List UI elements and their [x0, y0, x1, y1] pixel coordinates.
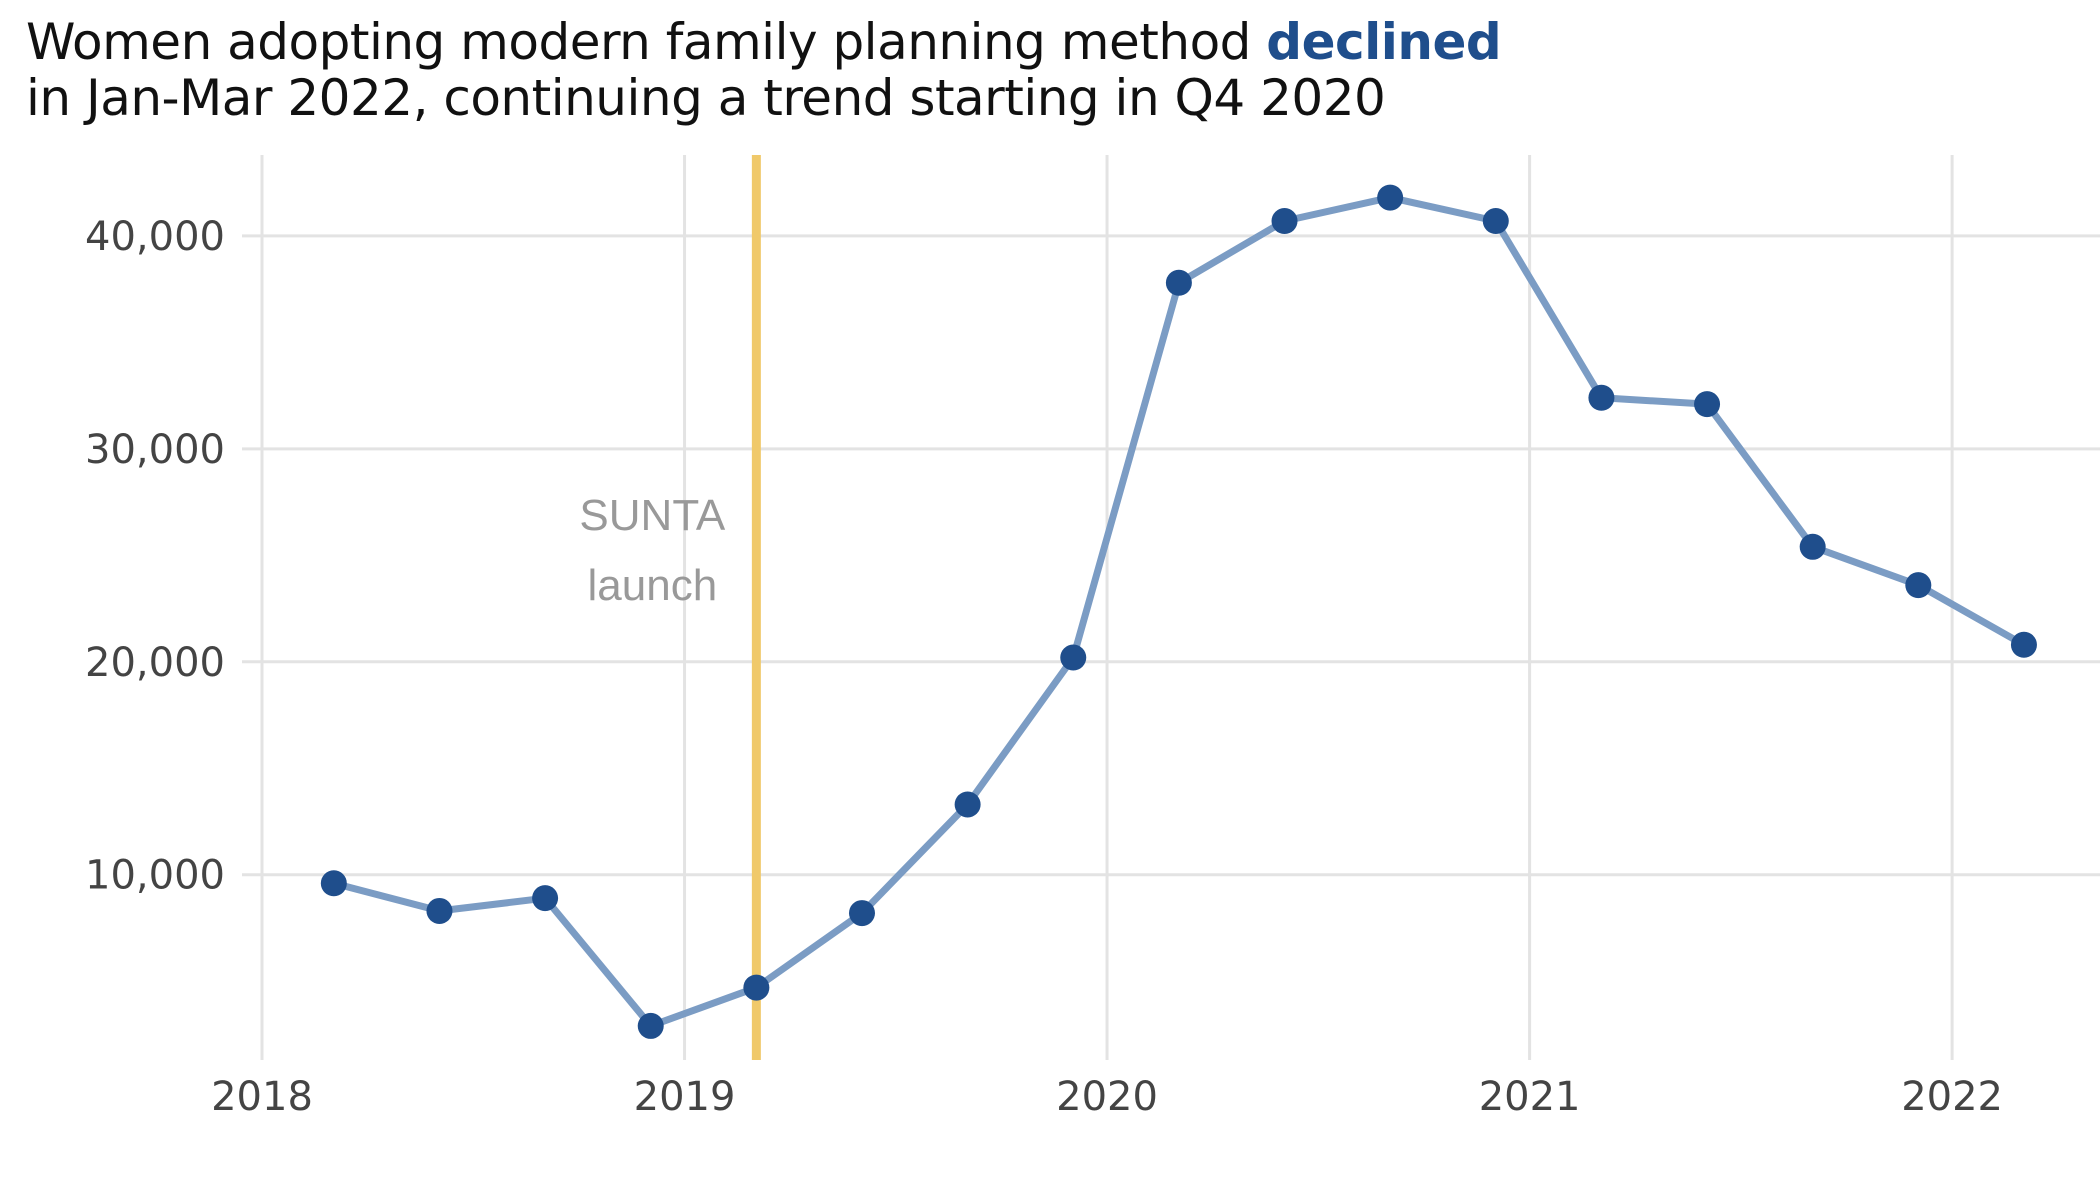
data-point: [637, 1012, 664, 1039]
y-tick-label: 40,000: [85, 214, 225, 260]
data-point: [1694, 391, 1721, 418]
y-tick-label: 30,000: [85, 427, 225, 473]
data-point: [848, 900, 875, 927]
data-point: [1905, 572, 1932, 599]
x-tick-label: 2019: [634, 1074, 736, 1120]
data-point: [954, 791, 981, 818]
data-point: [1271, 208, 1298, 235]
x-tick-label: 2020: [1056, 1074, 1158, 1120]
data-point: [1165, 269, 1192, 296]
data-point: [1060, 644, 1087, 671]
y-tick-label: 10,000: [85, 853, 225, 899]
data-point: [1588, 384, 1615, 411]
title-line2: in Jan-Mar 2022, continuing a trend star…: [26, 69, 1386, 127]
annotation-label-line1: SUNTA: [579, 491, 726, 540]
series-line: [330, 194, 2028, 1030]
title-highlight: declined: [1266, 13, 1502, 71]
data-point: [532, 885, 559, 912]
data-point: [1482, 208, 1509, 235]
annotation-label-line2: launch: [588, 561, 718, 610]
x-tick-label: 2018: [211, 1074, 313, 1120]
data-point: [320, 870, 347, 897]
y-tick-label: 20,000: [85, 640, 225, 686]
data-point: [2010, 631, 2037, 658]
x-tick-label: 2022: [1901, 1074, 2003, 1120]
title-part1: Women adopting modern family planning me…: [26, 13, 1267, 71]
x-tick-label: 2021: [1479, 1074, 1581, 1120]
data-point: [1377, 184, 1404, 211]
chart-title: Women adopting modern family planning me…: [26, 13, 1502, 127]
data-point: [426, 897, 453, 924]
data-point: [1799, 533, 1826, 560]
data-point: [743, 974, 770, 1001]
